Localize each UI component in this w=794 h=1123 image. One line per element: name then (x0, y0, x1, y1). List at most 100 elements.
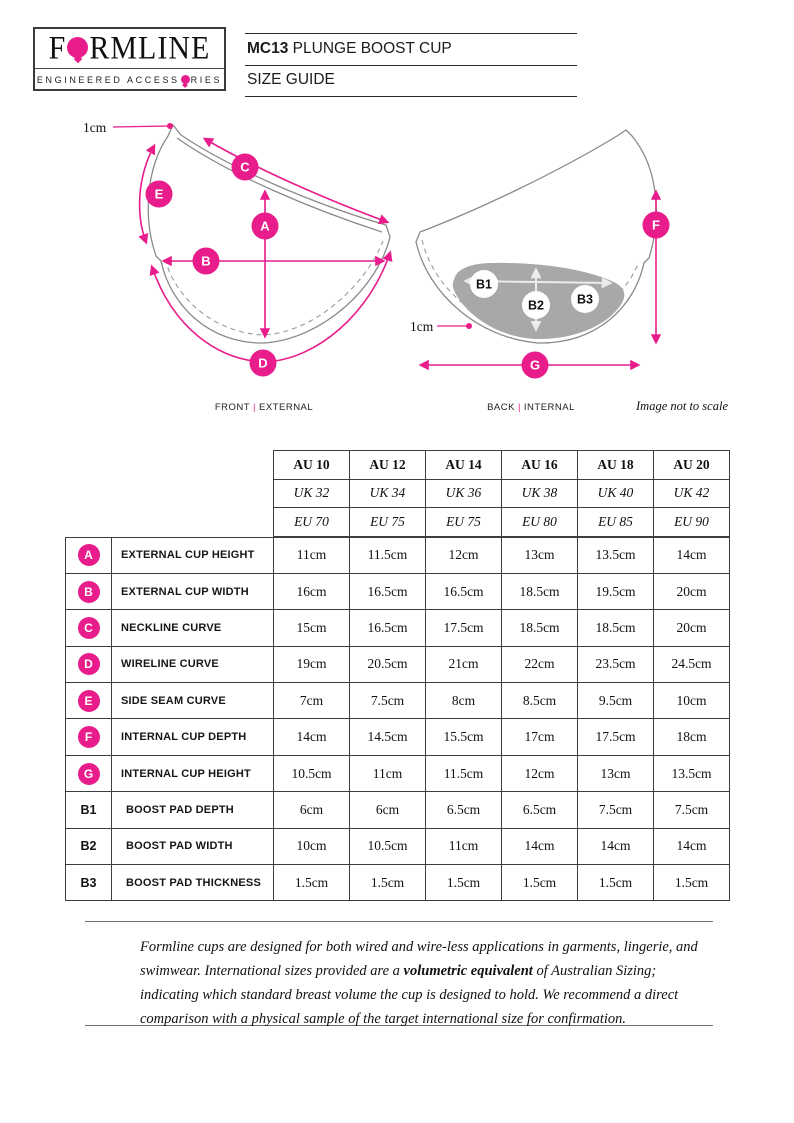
front-cup-diagram: 1cm C E A B (83, 120, 393, 377)
logo-divider (35, 68, 224, 69)
size-header-cell: UK 32 (273, 478, 350, 508)
table-row: A EXTERNAL CUP HEIGHT 11cm 11.5cm 12cm 13cm 13… (65, 536, 730, 574)
size-value: 23.5cm (577, 645, 654, 684)
front-seam-pointer-line (112, 125, 169, 128)
front-seam-pointer-dot (167, 123, 173, 129)
back-seam-allowance-label: 1cm (410, 319, 434, 334)
size-value: 13cm (501, 536, 578, 574)
size-value: 17.5cm (425, 609, 502, 647)
size-value: 18.5cm (501, 609, 578, 647)
row-label: BOOST PAD DEPTH (111, 791, 274, 829)
size-value: 14cm (653, 536, 730, 574)
size-header-cell: EU 75 (349, 507, 426, 537)
marker-g-badge (521, 351, 549, 379)
size-value: 7.5cm (349, 682, 426, 720)
size-value: 7cm (273, 682, 350, 720)
size-value: 11cm (273, 536, 350, 574)
marker-e-table-badge: E (77, 689, 100, 712)
row-label: EXTERNAL CUP WIDTH (111, 572, 274, 611)
row-label: BOOST PAD WIDTH (111, 827, 274, 866)
marker-g-table-badge: G (77, 762, 100, 785)
size-header-cell: AU 16 (501, 450, 578, 480)
marker-a-label: A (260, 219, 270, 234)
balloon-o-small-icon (180, 75, 190, 84)
back-cup-diagram: B1 B2 B3 1cm F G (410, 129, 670, 379)
row-marker-cell: F (65, 718, 112, 756)
table-row: D WIRELINE CURVE 19cm 20.5cm 21cm 22cm 23.5cm 2… (65, 645, 730, 684)
size-header-row: EU 70 EU 75 EU 75 EU 80 EU 85 EU 90 (273, 507, 730, 537)
front-wire-stitch-line (164, 240, 384, 336)
marker-f-badge (642, 211, 670, 239)
size-header-cell: UK 42 (653, 478, 730, 508)
diagram-svg: 1cm C E A B (83, 120, 728, 413)
size-header-cell: EU 85 (577, 507, 654, 537)
marker-d-label: D (258, 356, 267, 371)
size-header-body: AU 10 AU 12 AU 14 AU 16 AU 18 AU 20 UK 32 UK 34… (273, 450, 730, 537)
size-value: 20.5cm (349, 645, 426, 684)
table-row: C NECKLINE CURVE 15cm 16.5cm 17.5cm 18.5cm 18.… (65, 609, 730, 647)
marker-d-badge (249, 349, 277, 377)
brand-subtitle-start: ENGINEERED ACCESS (36, 74, 180, 85)
row-marker-cell: B2 (65, 827, 112, 866)
marker-g-label: G (530, 358, 540, 373)
size-value: 14cm (273, 718, 350, 756)
marker-e-badge (145, 180, 173, 208)
size-value: 1.5cm (349, 864, 426, 902)
size-value: 10.5cm (349, 827, 426, 866)
size-value: 16.5cm (349, 609, 426, 647)
size-value: 20cm (653, 572, 730, 611)
table-row: B2 BOOST PAD WIDTH 10cm 10.5cm 11cm 14cm 14cm 1… (65, 827, 730, 866)
size-value: 11.5cm (349, 536, 426, 574)
row-label: EXTERNAL CUP HEIGHT (111, 536, 274, 574)
document-title-block: MC13 PLUNGE BOOST CUP SIZE GUIDE (245, 33, 577, 97)
size-body-table: A EXTERNAL CUP HEIGHT 11cm 11.5cm 12cm 13cm 13… (65, 536, 730, 902)
size-value: 17cm (501, 718, 578, 756)
footnote-part2: of Australian Sizing; indicating which s… (140, 963, 679, 1027)
marker-f-label: F (652, 218, 660, 233)
brand-logo: F RMLINE ENGINEERED ACCESS RIES (33, 27, 226, 91)
table-row: G INTERNAL CUP HEIGHT 10.5cm 11cm 11.5cm 12cm… (65, 754, 730, 793)
row-label: BOOST PAD THICKNESS (111, 864, 274, 902)
marker-f-table-badge: F (77, 726, 100, 749)
size-value: 14.5cm (349, 718, 426, 756)
marker-d-table-badge: D (77, 653, 100, 676)
size-header-cell: AU 20 (653, 450, 730, 480)
marker-c-table-badge: C (77, 616, 100, 639)
row-marker-cell: D (65, 645, 112, 684)
marker-c-badge (231, 153, 259, 181)
size-table-body: A EXTERNAL CUP HEIGHT 11cm 11.5cm 12cm 13cm 13… (65, 536, 730, 902)
product-code: MC13 (247, 40, 289, 57)
size-header-cell: EU 75 (425, 507, 502, 537)
size-value: 10.5cm (273, 754, 350, 793)
marker-e-label: E (155, 187, 164, 202)
size-value: 9.5cm (577, 682, 654, 720)
table-row: F INTERNAL CUP DEPTH 14cm 14.5cm 15.5cm 17cm 1… (65, 718, 730, 756)
size-value: 6cm (273, 791, 350, 829)
size-value: 7.5cm (577, 791, 654, 829)
size-header-cell: UK 34 (349, 478, 426, 508)
size-value: 11cm (425, 827, 502, 866)
size-value: 12cm (501, 754, 578, 793)
product-name: PLUNGE BOOST CUP (292, 40, 452, 57)
size-value: 14cm (501, 827, 578, 866)
measurement-diagrams: 1cm C E A B (78, 112, 742, 416)
marker-a-badge (251, 212, 279, 240)
size-header-cell: AU 18 (577, 450, 654, 480)
table-row: B1 BOOST PAD DEPTH 6cm 6cm 6.5cm 6.5cm 7.5cm 7.… (65, 791, 730, 829)
row-marker-cell: A (65, 536, 112, 574)
row-label: INTERNAL CUP DEPTH (111, 718, 274, 756)
front-seam-allowance-label: 1cm (83, 120, 107, 135)
size-value: 8.5cm (501, 682, 578, 720)
brand-wordmark: F RMLINE (35, 29, 224, 68)
size-value: 1.5cm (501, 864, 578, 902)
row-label: SIDE SEAM CURVE (111, 682, 274, 720)
size-value: 11cm (349, 754, 426, 793)
footnote-bold: volumetric equivalent (403, 963, 533, 979)
size-value: 20cm (653, 609, 730, 647)
size-value: 24.5cm (653, 645, 730, 684)
marker-b-table-badge: B (77, 580, 100, 603)
size-value: 1.5cm (577, 864, 654, 902)
back-caption: BACK | INTERNAL (487, 402, 575, 413)
size-value: 6cm (349, 791, 426, 829)
size-value: 16.5cm (425, 572, 502, 611)
